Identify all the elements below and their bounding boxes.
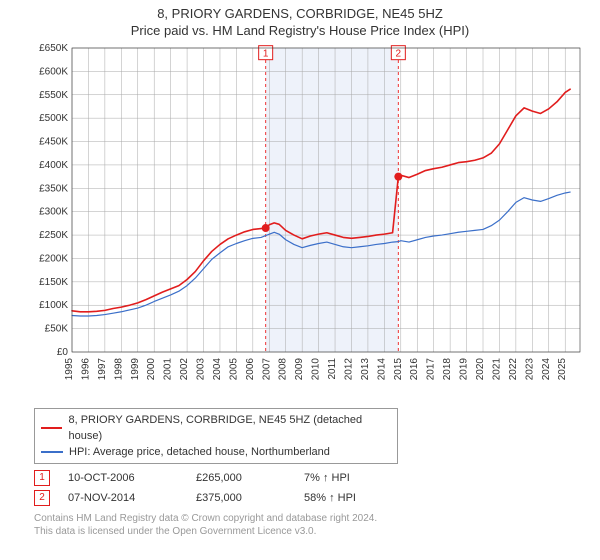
legend-label: 8, PRIORY GARDENS, CORBRIDGE, NE45 5HZ (…: [68, 412, 391, 444]
svg-text:2: 2: [396, 49, 402, 60]
svg-text:2001: 2001: [163, 358, 174, 381]
sale-pct: 7% ↑ HPI: [304, 468, 384, 488]
svg-text:£100K: £100K: [39, 300, 68, 311]
svg-text:2004: 2004: [212, 358, 223, 381]
legend-swatch: [41, 427, 62, 429]
svg-text:1998: 1998: [113, 358, 124, 381]
svg-text:2007: 2007: [261, 358, 272, 381]
svg-text:1995: 1995: [64, 358, 75, 381]
footer-attribution: Contains HM Land Registry data © Crown c…: [34, 512, 590, 538]
svg-text:£600K: £600K: [39, 66, 68, 77]
chart-title-sub: Price paid vs. HM Land Registry's House …: [0, 21, 600, 42]
svg-text:£150K: £150K: [39, 277, 68, 288]
svg-text:1997: 1997: [97, 358, 108, 381]
svg-text:2022: 2022: [508, 358, 519, 381]
svg-text:£0: £0: [57, 347, 69, 358]
sale-price: £375,000: [196, 488, 286, 508]
svg-text:2018: 2018: [442, 358, 453, 381]
svg-text:£200K: £200K: [39, 253, 68, 264]
svg-text:£450K: £450K: [39, 137, 68, 148]
sale-date: 10-OCT-2006: [68, 468, 178, 488]
sale-price: £265,000: [196, 468, 286, 488]
sales-table: 1 10-OCT-2006 £265,000 7% ↑ HPI 2 07-NOV-2014…: [34, 468, 590, 508]
svg-text:£550K: £550K: [39, 90, 68, 101]
svg-text:2010: 2010: [311, 358, 322, 381]
svg-text:1: 1: [263, 49, 269, 60]
svg-text:1996: 1996: [80, 358, 91, 381]
svg-text:2025: 2025: [557, 358, 568, 381]
svg-text:2014: 2014: [376, 358, 387, 381]
legend-swatch: [41, 451, 63, 453]
footer-line1: Contains HM Land Registry data © Crown c…: [34, 512, 590, 525]
legend-item: 8, PRIORY GARDENS, CORBRIDGE, NE45 5HZ (…: [41, 412, 391, 444]
svg-text:2000: 2000: [146, 358, 157, 381]
svg-text:2003: 2003: [196, 358, 207, 381]
svg-text:2023: 2023: [524, 358, 535, 381]
svg-text:2021: 2021: [491, 358, 502, 381]
legend-label: HPI: Average price, detached house, Nort…: [69, 444, 330, 460]
svg-text:£650K: £650K: [39, 43, 68, 54]
svg-text:2024: 2024: [541, 358, 552, 381]
chart-title-address: 8, PRIORY GARDENS, CORBRIDGE, NE45 5HZ: [0, 0, 600, 21]
svg-text:2020: 2020: [475, 358, 486, 381]
svg-text:2017: 2017: [426, 358, 437, 381]
footer-line2: This data is licensed under the Open Gov…: [34, 525, 590, 538]
sale-marker-icon: 1: [34, 470, 50, 486]
sale-date: 07-NOV-2014: [68, 488, 178, 508]
svg-text:£250K: £250K: [39, 230, 68, 241]
svg-text:2009: 2009: [294, 358, 305, 381]
sale-pct: 58% ↑ HPI: [304, 488, 384, 508]
svg-text:2011: 2011: [327, 358, 338, 380]
svg-text:2019: 2019: [459, 358, 470, 381]
svg-text:2013: 2013: [360, 358, 371, 381]
svg-text:£400K: £400K: [39, 160, 68, 171]
svg-text:1999: 1999: [130, 358, 141, 381]
sale-marker-icon: 2: [34, 490, 50, 506]
svg-text:2006: 2006: [245, 358, 256, 381]
svg-text:2005: 2005: [228, 358, 239, 381]
svg-text:2016: 2016: [409, 358, 420, 381]
legend: 8, PRIORY GARDENS, CORBRIDGE, NE45 5HZ (…: [34, 408, 398, 464]
svg-text:2012: 2012: [343, 358, 354, 381]
svg-text:2015: 2015: [393, 358, 404, 381]
price-chart: £0 £50K £100K £150K £200K £250K £300K £350K £400…: [30, 42, 590, 402]
svg-text:£300K: £300K: [39, 207, 68, 218]
svg-text:2002: 2002: [179, 358, 190, 381]
svg-text:£50K: £50K: [45, 324, 69, 335]
svg-text:£350K: £350K: [39, 183, 68, 194]
svg-text:£500K: £500K: [39, 113, 68, 124]
sale-row: 2 07-NOV-2014 £375,000 58% ↑ HPI: [34, 488, 590, 508]
svg-text:2008: 2008: [278, 358, 289, 381]
legend-item: HPI: Average price, detached house, Nort…: [41, 444, 391, 460]
sale-row: 1 10-OCT-2006 £265,000 7% ↑ HPI: [34, 468, 590, 488]
